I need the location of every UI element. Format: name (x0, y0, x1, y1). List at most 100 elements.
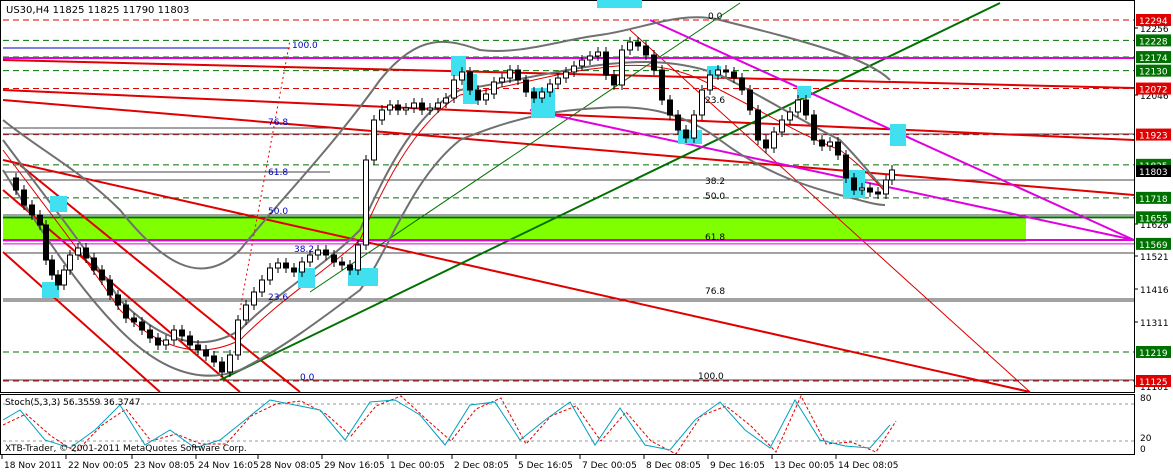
candle-body (61, 269, 67, 286)
price-tick-label: 12046 (1140, 92, 1169, 102)
highlight-box (42, 282, 59, 298)
candle-body (259, 279, 265, 293)
candle-body (723, 69, 729, 73)
highlight-box (890, 124, 906, 146)
time-tick-label: 22 Nov 00:05 (68, 461, 129, 471)
price-level-label: 11655 (1139, 214, 1168, 224)
candle-body (21, 189, 27, 206)
candle-body (739, 77, 745, 91)
candle-body (595, 51, 601, 57)
fib-left-label: 23.6 (268, 293, 288, 303)
candle-body (91, 257, 97, 271)
highlight-box (50, 196, 67, 212)
fib-right-label: 50.0 (705, 192, 725, 202)
time-tick-label: 9 Dec 16:05 (710, 461, 765, 471)
price-level-label: 12294 (1139, 17, 1168, 27)
price-axis: 12256 12046 11626 11521 11416 11311 11101 12294… (1134, 14, 1171, 393)
candle-body (29, 204, 35, 216)
candle-body (683, 129, 689, 139)
candle-body (339, 261, 345, 266)
price-tick-label: 11521 (1140, 253, 1169, 263)
candle-body (659, 69, 665, 101)
fib-left-label: 61.8 (268, 168, 288, 178)
candle-body (467, 71, 473, 91)
price-tick-label: 11101 (1140, 383, 1169, 393)
price-tick-label: 11416 (1140, 286, 1169, 296)
candle-body (795, 99, 801, 113)
price-tick-label: 11626 (1140, 221, 1169, 231)
candle-body (627, 41, 633, 51)
candle-body (139, 321, 145, 331)
candle-body (155, 337, 161, 346)
candle-body (779, 119, 785, 133)
highlight-box (348, 268, 378, 286)
highlight-box (797, 86, 811, 98)
candle-body (219, 361, 225, 373)
candle-body (843, 154, 849, 179)
candle-body (379, 109, 385, 121)
price-level-box (1136, 191, 1171, 204)
candle-body (483, 93, 489, 101)
candle-body (395, 104, 401, 111)
copyright-label: XTB-Trader, © 2001-2011 MetaQuotes Softw… (5, 444, 247, 454)
price-level-label: 12228 (1139, 37, 1168, 47)
candle-body (547, 83, 553, 93)
candle-body (115, 294, 121, 306)
candle-body (403, 107, 409, 111)
fib-left-label: 100.0 (292, 41, 318, 51)
price-level-label: 11718 (1139, 195, 1168, 205)
stoch-axis-label: 20 (1140, 434, 1152, 444)
candle-body (715, 69, 721, 76)
bollinger-band (2, 61, 886, 344)
highlight-box (597, 0, 642, 8)
candle-body (507, 69, 513, 79)
candle-body (539, 91, 545, 99)
fib-left-label: 50.0 (268, 207, 288, 217)
price-level-box (1136, 14, 1171, 26)
candlesticks (13, 37, 895, 377)
candle-body (315, 249, 321, 256)
candle-body (235, 319, 241, 356)
candle-body (371, 119, 377, 161)
price-level-label: 11125 (1139, 378, 1168, 388)
candle-body (83, 247, 89, 259)
time-tick-label: 29 Nov 16:05 (324, 461, 385, 471)
stoch-axis-label: 0 (1140, 445, 1146, 455)
candle-body (635, 41, 641, 47)
candle-body (67, 254, 73, 271)
price-level-label: 11569 (1139, 241, 1168, 251)
candle-body (643, 45, 649, 56)
candle-body (179, 329, 185, 337)
stoch-main-line (2, 398, 891, 451)
candle-body (37, 214, 43, 226)
candle-body (363, 159, 369, 246)
candle-body (707, 74, 713, 91)
candle-body (515, 69, 521, 81)
trendline (2, 251, 161, 393)
price-level-label: 12174 (1139, 54, 1168, 64)
fib-right-label: 38.2 (705, 177, 725, 187)
highlight-box (678, 130, 702, 144)
candle-body (355, 244, 361, 271)
main-plot-frame (0, 0, 1135, 393)
price-level-box (1136, 34, 1171, 47)
fib-left-label: 76.8 (268, 118, 288, 128)
trendline (2, 159, 1031, 393)
candle-body (203, 349, 209, 357)
candle-body (123, 304, 129, 319)
time-tick-label: 8 Dec 08:05 (646, 461, 701, 471)
candle-body (763, 139, 769, 149)
candle-body (875, 191, 881, 195)
candle-body (459, 71, 465, 81)
trendline (2, 89, 1135, 141)
trendline (309, 2, 741, 293)
candle-body (243, 304, 249, 321)
price-level-box (1136, 237, 1171, 250)
candle-body (49, 259, 55, 276)
stoch-label: Stoch(5,3,3) 56.3559 36.3747 (5, 398, 140, 408)
candle-body (755, 109, 761, 141)
candle-body (291, 267, 297, 273)
candle-body (211, 355, 217, 363)
